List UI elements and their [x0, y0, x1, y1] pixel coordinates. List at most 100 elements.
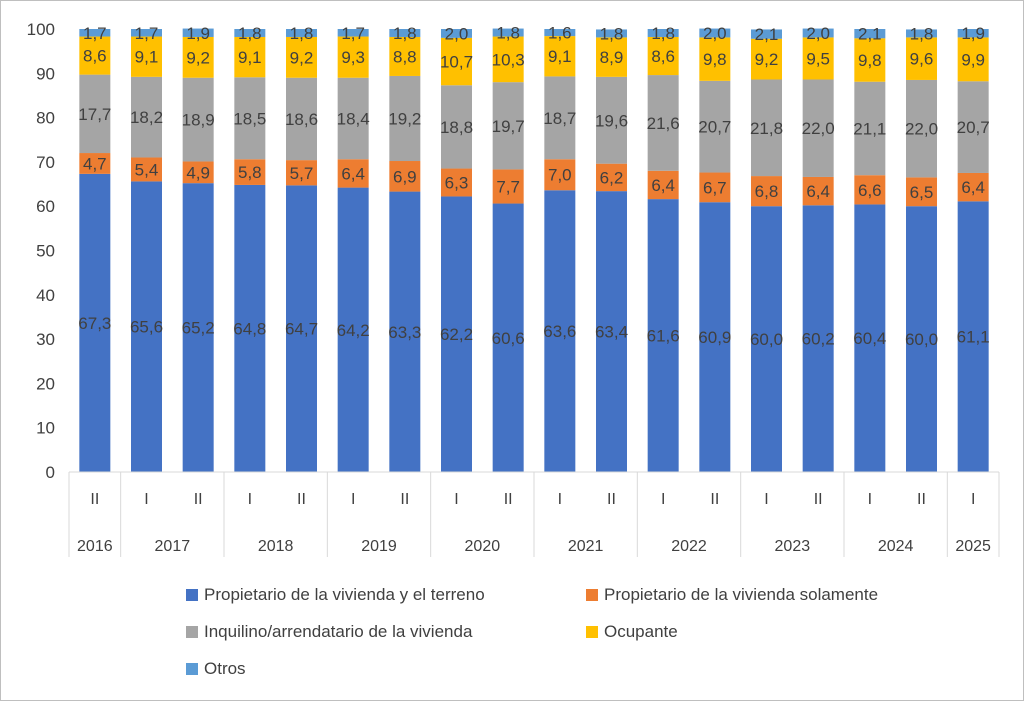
y-tick-label: 10 — [36, 419, 55, 438]
data-label: 18,6 — [285, 110, 318, 129]
bar-segment — [389, 75, 421, 162]
bar-segment — [337, 36, 369, 78]
bar-segment — [337, 29, 369, 37]
data-label: 9,1 — [238, 48, 262, 67]
bar-segment — [492, 36, 524, 83]
data-label: 19,2 — [388, 109, 421, 128]
data-label: 9,1 — [548, 47, 572, 66]
x-year-label: 2018 — [258, 538, 294, 555]
data-label: 6,4 — [651, 176, 675, 195]
data-label: 8,6 — [651, 47, 675, 66]
data-label: 18,7 — [543, 109, 576, 128]
data-label: 1,8 — [238, 24, 262, 43]
bar-segment — [647, 29, 679, 37]
y-tick-label: 30 — [36, 330, 55, 349]
data-label: 6,3 — [445, 173, 469, 192]
data-label: 5,7 — [290, 164, 314, 183]
bar-segment — [802, 205, 834, 472]
bar-segment — [79, 74, 111, 154]
data-label: 60,2 — [802, 330, 835, 349]
x-year-label: 2022 — [671, 538, 707, 555]
bar-segment — [906, 206, 937, 472]
bar-segment — [337, 187, 369, 472]
y-tick-label: 90 — [36, 64, 55, 83]
data-label: 8,9 — [600, 48, 624, 67]
data-label: 4,7 — [83, 154, 107, 173]
data-label: 1,7 — [341, 24, 365, 43]
bar-segment — [906, 177, 937, 207]
bar-segment — [957, 81, 989, 173]
y-tick-label: 100 — [27, 20, 55, 39]
bar-segment — [544, 29, 576, 37]
x-year-label: 2019 — [361, 538, 397, 555]
data-label: 9,2 — [186, 48, 210, 67]
data-label: 1,8 — [910, 24, 934, 43]
bar-segment — [854, 175, 886, 205]
bar-segment — [79, 29, 111, 37]
x-subperiod-label: I — [971, 491, 975, 508]
x-subperiod-label: I — [144, 491, 148, 508]
bar-segment — [699, 202, 731, 472]
bar-segment — [596, 29, 627, 38]
data-label: 22,0 — [802, 119, 835, 138]
x-subperiod-label: II — [710, 491, 719, 508]
bar-segment — [234, 29, 266, 37]
x-subperiod-label: I — [764, 491, 768, 508]
data-label: 1,8 — [496, 24, 520, 43]
x-subperiod-label: II — [917, 491, 926, 508]
data-label: 5,4 — [135, 160, 159, 179]
bar-segment — [751, 79, 782, 177]
x-year-label: 2020 — [465, 538, 501, 555]
data-label: 6,8 — [755, 182, 779, 201]
bar-segment — [492, 82, 524, 170]
bar-segment — [337, 159, 369, 188]
bar-segment — [79, 36, 111, 75]
data-label: 6,4 — [961, 178, 985, 197]
x-subperiod-label: II — [607, 491, 616, 508]
data-label: 62,2 — [440, 325, 473, 344]
bar-segment — [854, 38, 886, 82]
data-label: 9,8 — [858, 51, 882, 70]
data-label: 21,1 — [853, 119, 886, 138]
x-subperiod-label: I — [868, 491, 872, 508]
data-label: 10,7 — [440, 53, 473, 72]
bar-segment — [647, 199, 679, 472]
x-year-label: 2025 — [955, 538, 991, 555]
data-label: 6,2 — [600, 168, 624, 187]
data-label: 64,2 — [337, 321, 370, 340]
bar-segment — [802, 176, 834, 206]
bar-segment — [182, 36, 214, 78]
bar-segment — [544, 36, 576, 77]
data-label: 65,2 — [182, 319, 215, 338]
x-subperiod-label: I — [248, 491, 252, 508]
bar-segment — [699, 172, 731, 203]
bar-segment — [79, 173, 111, 472]
data-label: 1,8 — [600, 24, 624, 43]
x-subperiod-label: II — [504, 491, 513, 508]
x-subperiod-label: II — [400, 491, 409, 508]
data-label: 1,6 — [548, 24, 572, 43]
bar-segment — [906, 79, 937, 178]
bar-segment — [131, 76, 162, 158]
bar-segment — [389, 161, 421, 192]
data-label: 9,2 — [755, 50, 779, 69]
x-year-label: 2023 — [775, 538, 811, 555]
y-tick-label: 40 — [36, 286, 55, 305]
bar-segment — [234, 77, 266, 160]
bar-segment — [751, 176, 782, 207]
data-label: 2,0 — [806, 24, 830, 43]
data-label: 6,4 — [341, 164, 365, 183]
bar-segment — [699, 80, 731, 173]
bar-segment — [286, 36, 317, 78]
bar-segment — [596, 76, 627, 164]
data-label: 17,7 — [78, 105, 111, 124]
data-label: 2,0 — [703, 24, 727, 43]
bar-segment — [234, 184, 266, 472]
y-tick-label: 60 — [36, 197, 55, 216]
data-label: 9,2 — [290, 48, 314, 67]
bar-segment — [647, 170, 679, 200]
bar-segment — [544, 159, 576, 191]
data-label: 1,9 — [961, 24, 985, 43]
bar-segment — [182, 28, 214, 37]
data-label: 6,4 — [806, 182, 830, 201]
